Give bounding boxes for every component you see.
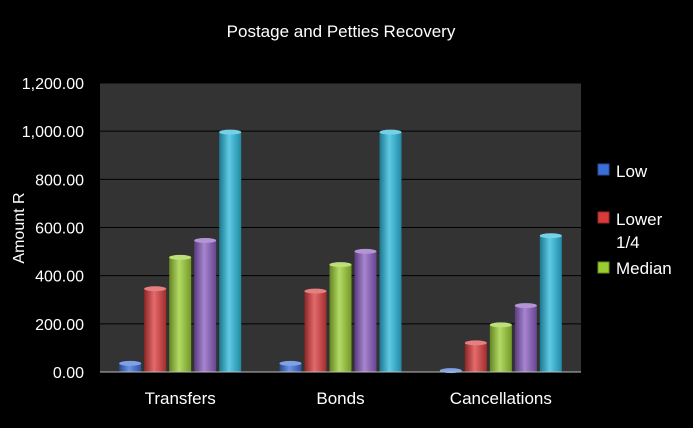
legend-label: Low <box>616 162 648 181</box>
legend-label: Median <box>616 259 672 278</box>
bars <box>119 129 562 374</box>
legend-swatch <box>597 211 610 224</box>
y-tick-label: 200.00 <box>35 317 84 334</box>
legend-swatch <box>597 163 610 176</box>
bar <box>464 341 487 372</box>
bar <box>329 263 352 372</box>
bar <box>194 239 217 372</box>
bar-top <box>279 360 302 366</box>
y-tick-label: 800.00 <box>35 172 84 189</box>
bar <box>219 131 242 372</box>
bar <box>354 250 377 372</box>
bar-top <box>169 254 192 260</box>
x-category-label: Transfers <box>145 389 216 408</box>
y-tick-label: 600.00 <box>35 221 84 238</box>
bar-top <box>194 238 217 244</box>
bar <box>379 131 402 372</box>
bar <box>514 304 537 372</box>
chart-title: Postage and Petties Recovery <box>227 22 456 41</box>
y-tick-label: 1,000.00 <box>22 124 84 141</box>
bar-top <box>514 303 537 309</box>
bar-top <box>304 288 327 294</box>
x-category-label: Bonds <box>316 389 364 408</box>
y-axis-label: Amount R <box>11 192 28 263</box>
bar-top <box>219 129 242 135</box>
bar-top <box>119 360 142 366</box>
bar-top <box>464 340 487 346</box>
x-axis-categories: Transfers Bonds Cancellations <box>145 389 552 408</box>
y-axis-ticks: 0.00 200.00 400.00 600.00 800.00 1,000.00 1,20… <box>22 76 84 382</box>
y-tick-label: 1,200.00 <box>22 76 84 93</box>
bar-top <box>144 286 167 292</box>
bar-top <box>354 248 377 254</box>
bar <box>304 290 327 372</box>
bar <box>169 256 192 372</box>
bar-top <box>329 262 352 268</box>
x-category-label: Cancellations <box>450 389 552 408</box>
legend-label: Lower 1/4 <box>616 210 663 252</box>
bar <box>144 287 167 372</box>
bar-top <box>489 322 512 328</box>
y-tick-label: 400.00 <box>35 269 84 286</box>
legend: Low Lower 1/4 Median <box>597 162 672 278</box>
bar <box>489 323 512 372</box>
y-tick-label: 0.00 <box>53 365 84 382</box>
bar-top <box>379 129 402 135</box>
bar <box>539 234 562 372</box>
legend-swatch <box>597 261 610 274</box>
bar-top <box>539 233 562 239</box>
